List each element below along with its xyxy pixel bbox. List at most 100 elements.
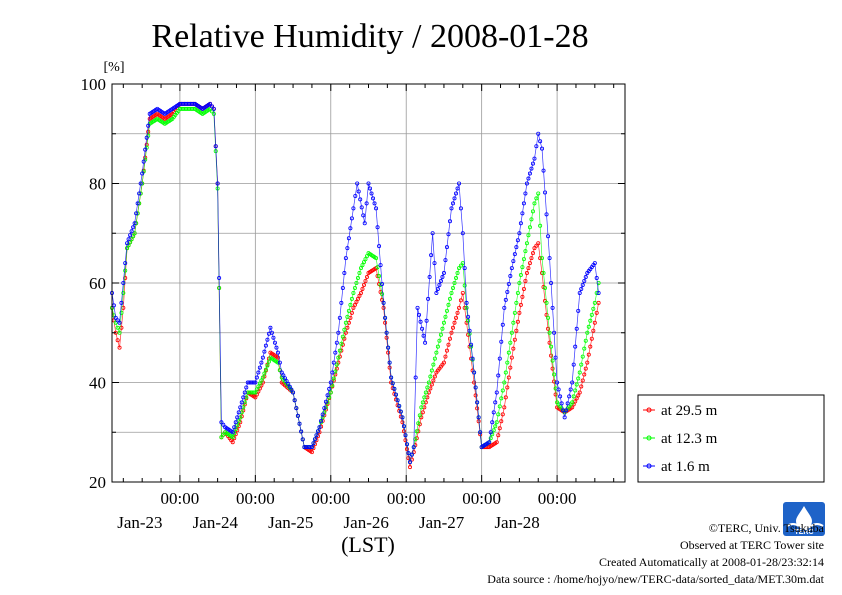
data-point bbox=[467, 328, 472, 333]
data-point bbox=[570, 400, 575, 405]
data-point bbox=[583, 366, 588, 371]
data-point bbox=[534, 196, 539, 201]
data-point bbox=[580, 378, 585, 383]
data-point bbox=[319, 418, 324, 423]
data-point bbox=[494, 390, 499, 395]
data-point bbox=[143, 147, 148, 152]
legend-marker bbox=[646, 407, 652, 413]
data-point bbox=[527, 261, 532, 266]
data-point bbox=[361, 282, 366, 287]
data-point bbox=[532, 156, 537, 161]
data-point bbox=[558, 394, 563, 399]
data-point bbox=[401, 424, 406, 429]
data-point bbox=[272, 340, 277, 345]
data-point bbox=[497, 404, 502, 409]
data-point bbox=[119, 300, 124, 305]
x-tick-time-label: 00:00 bbox=[387, 489, 426, 508]
data-point bbox=[455, 186, 460, 191]
data-point bbox=[275, 355, 280, 360]
data-point bbox=[260, 375, 265, 380]
data-point bbox=[526, 233, 531, 238]
y-tick-label: 20 bbox=[89, 473, 106, 492]
data-point bbox=[413, 375, 418, 380]
data-point bbox=[555, 380, 560, 385]
data-point bbox=[508, 365, 513, 370]
axis-ticks: 20 40 60 80 100 00:00 Jan-23 00:00 Jan-24 00:00 Ja… bbox=[81, 75, 625, 532]
series-line bbox=[111, 108, 599, 463]
data-point bbox=[271, 335, 276, 340]
data-point bbox=[458, 298, 463, 303]
data-point bbox=[375, 225, 380, 230]
data-point bbox=[534, 243, 539, 248]
data-point bbox=[401, 429, 406, 434]
data-point bbox=[444, 348, 449, 353]
data-point bbox=[450, 201, 455, 206]
data-point bbox=[346, 236, 351, 241]
data-point bbox=[506, 281, 511, 286]
y-tick-label: 60 bbox=[89, 274, 106, 293]
data-point bbox=[502, 380, 507, 385]
data-point bbox=[348, 302, 353, 307]
data-point bbox=[512, 310, 517, 315]
data-point bbox=[464, 305, 469, 310]
data-point bbox=[431, 362, 436, 367]
data-point bbox=[496, 412, 501, 417]
data-point bbox=[457, 181, 462, 186]
data-point bbox=[294, 406, 299, 411]
data-point bbox=[425, 385, 430, 390]
data-point bbox=[406, 456, 411, 461]
terc-logo-icon: TERC bbox=[783, 502, 825, 536]
data-point bbox=[380, 281, 385, 286]
data-point bbox=[146, 123, 151, 128]
data-point bbox=[137, 191, 142, 196]
data-point bbox=[429, 368, 434, 373]
data-point bbox=[576, 393, 581, 398]
data-point bbox=[592, 320, 597, 325]
data-point bbox=[499, 419, 504, 424]
data-point bbox=[364, 275, 369, 280]
data-point bbox=[351, 206, 356, 211]
data-point bbox=[529, 166, 534, 171]
data-point bbox=[328, 390, 333, 395]
data-point bbox=[455, 310, 460, 315]
data-point bbox=[469, 342, 474, 347]
data-point bbox=[447, 296, 452, 301]
data-point bbox=[452, 280, 457, 285]
data-point bbox=[312, 437, 317, 442]
data-point bbox=[244, 385, 249, 390]
data-point bbox=[219, 420, 224, 425]
data-point bbox=[579, 286, 584, 291]
credit-source: Data source : /home/hojyo/new/TERC-data/… bbox=[487, 572, 824, 586]
data-point bbox=[300, 437, 305, 442]
data-point bbox=[472, 380, 477, 385]
data-point bbox=[420, 400, 425, 405]
data-point bbox=[475, 406, 480, 411]
data-point bbox=[426, 296, 431, 301]
data-point bbox=[309, 450, 314, 455]
data-point bbox=[505, 289, 510, 294]
data-point bbox=[538, 139, 543, 144]
data-point bbox=[381, 300, 386, 305]
data-point bbox=[314, 433, 319, 438]
data-point bbox=[292, 398, 297, 403]
data-point bbox=[571, 362, 576, 367]
data-point bbox=[521, 286, 526, 291]
data-point bbox=[511, 320, 516, 325]
data-point bbox=[588, 344, 593, 349]
data-point bbox=[132, 221, 137, 226]
data-point bbox=[432, 356, 437, 361]
data-point bbox=[571, 394, 576, 399]
data-point bbox=[530, 251, 535, 256]
data-point bbox=[503, 370, 508, 375]
data-point bbox=[508, 340, 513, 345]
data-point bbox=[540, 146, 545, 151]
data-point bbox=[491, 410, 496, 415]
data-point bbox=[331, 376, 336, 381]
credit-created: Created Automatically at 2008-01-28/23:3… bbox=[599, 555, 824, 569]
data-point bbox=[429, 253, 434, 258]
data-point bbox=[452, 320, 457, 325]
data-point bbox=[407, 460, 412, 465]
data-point bbox=[349, 216, 354, 221]
data-point bbox=[497, 356, 502, 361]
data-point bbox=[538, 223, 543, 228]
